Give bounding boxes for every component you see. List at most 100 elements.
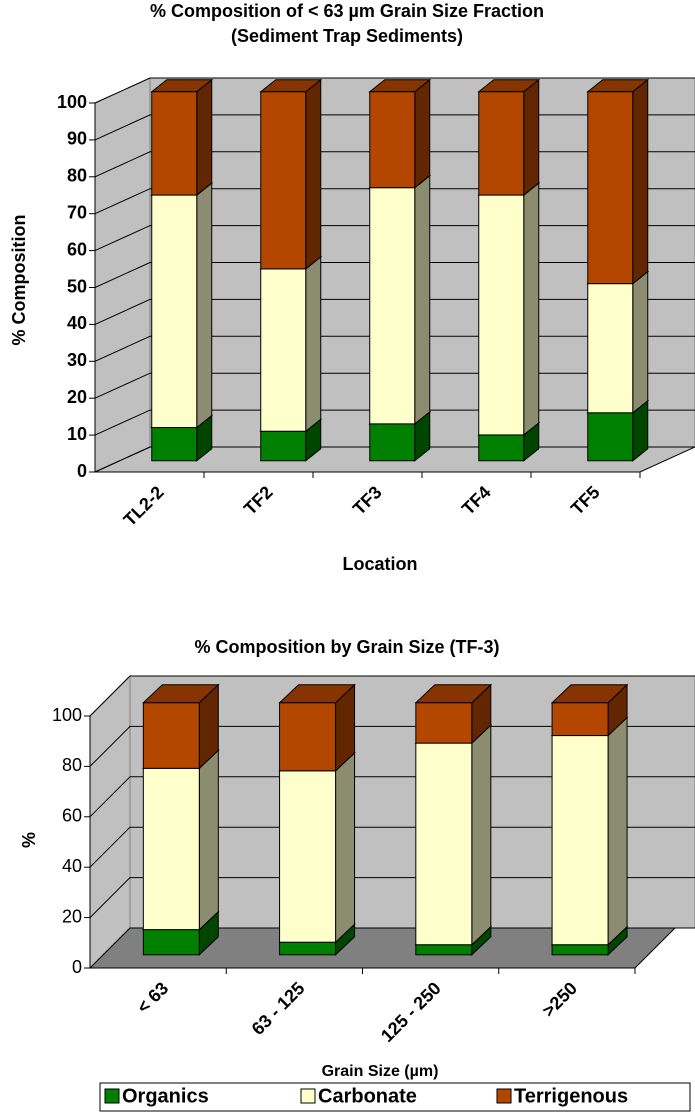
grid-line [94,77,695,104]
y-tick-label: 20 [67,387,87,407]
bar-segment [550,683,629,737]
bar-segment [278,751,356,944]
bar-segment [142,749,220,931]
y-tick-label: 50 [67,276,87,296]
legend-swatch [300,1088,316,1104]
grid-line [89,927,695,969]
y-tick-label: 60 [62,806,82,826]
y-tick-label: 20 [62,906,82,926]
chart-title: % Composition of < 63 µm Grain Size Frac… [150,1,544,21]
bar-segment [142,683,220,770]
bar-side [305,78,322,270]
legend-swatch [104,1088,120,1104]
grid-line [89,725,695,767]
chart-title: % Composition by Grain Size (TF-3) [194,637,499,657]
legend: Organics Carbonate Terrigenous [99,1082,691,1112]
bar-side [196,78,213,197]
bar [279,941,337,956]
bar-segment [150,78,214,197]
y-tick-label: 100 [52,705,82,725]
grid-line [89,826,695,868]
grid-line [89,877,695,918]
chart: 0 10 20 30 40 50 60 70 80 90 100 TL2-2 TF2 TF3 TF4 TF5%… [9,1,695,574]
bar-side [305,255,322,433]
bar [587,283,634,414]
bar-side [196,182,213,429]
x-tick-label: TF3 [349,482,386,519]
bar [415,944,473,956]
y-tick-label: 80 [62,755,82,775]
y-tick-label: 40 [67,313,87,333]
chart-subtitle: (Sediment Trap Sediments) [231,26,463,46]
side-wall [89,674,131,970]
bar [478,194,525,436]
x-tick-label: TF4 [458,482,495,519]
bar-segment [477,182,541,436]
x-tick-label: < 63 [133,978,172,1017]
y-tick-label: 0 [77,461,87,481]
bar [260,430,307,462]
legend-label: Terrigenous [514,1085,628,1107]
bar-segment [368,78,432,189]
bar-side [198,749,219,931]
bar-segment [259,255,323,433]
legend-label: Carbonate [318,1085,417,1107]
bar [369,187,416,425]
y-axis-label: % [19,832,39,848]
bar-side [471,723,492,946]
bar [151,91,198,196]
bar-side [414,174,431,425]
legend-label: Organics [122,1085,209,1107]
x-tick-label: TL2-2 [120,482,168,530]
bar-side [523,182,540,436]
y-tick-label: 100 [57,92,87,112]
bar [551,944,609,956]
bar [279,770,337,943]
bar-segment [477,78,541,197]
bar-side [632,270,649,414]
bar [369,423,416,462]
bar-segment [414,683,493,745]
grid-line [89,675,695,717]
bar-side [523,78,540,197]
bar [260,268,307,432]
legend-box [99,1082,691,1112]
bar-segment [550,716,629,946]
bar [142,702,200,769]
bar [478,434,525,462]
y-tick-label: 90 [67,129,87,149]
bar-segment [414,723,493,946]
x-tick-label: 63 - 125 [248,978,309,1039]
bar [369,91,416,189]
x-tick-label: >250 [538,978,581,1021]
bar-side [335,751,356,944]
bar [587,91,634,285]
x-tick-label: 125 - 250 [377,978,445,1046]
bar-side [632,78,649,285]
x-tick-label: TF2 [240,482,277,519]
bar [260,91,307,270]
y-tick-label: 60 [67,239,87,259]
y-tick-label: 40 [62,856,82,876]
x-tick-label: TF5 [567,482,604,519]
y-tick-label: 10 [67,424,87,444]
bar [151,194,198,429]
y-tick-label: 80 [67,166,87,186]
bar [279,702,337,772]
bar-segment [278,683,356,773]
grid-line [89,776,695,818]
bar-segment [368,174,432,425]
x-axis-label: Grain Size (µm) [322,1063,439,1080]
bar [415,702,473,744]
bar-segment [586,270,650,414]
bar-segment [586,78,650,285]
bar [587,412,634,462]
bar [151,427,198,462]
bar-segment [259,78,323,270]
y-axis-label: % Composition [9,215,29,346]
y-tick-label: 30 [67,350,87,370]
bar [551,735,609,946]
bar-side [414,78,431,189]
